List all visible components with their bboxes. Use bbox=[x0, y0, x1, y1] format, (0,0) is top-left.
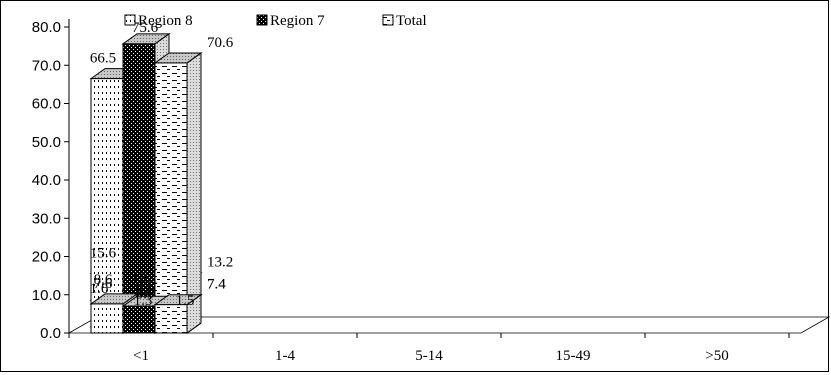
data-label-total: 7.4 bbox=[207, 277, 226, 293]
legend-label-total: Total bbox=[396, 13, 427, 29]
data-label-region-7: 1.3 bbox=[134, 293, 153, 309]
bar-front-face bbox=[122, 43, 156, 334]
y-tick-label: 40.0 bbox=[32, 172, 61, 189]
bar-front-face bbox=[90, 78, 124, 334]
x-tick-label: <1 bbox=[133, 348, 149, 364]
y-tick-label: 50.0 bbox=[32, 134, 61, 151]
legend-swatch-region-8 bbox=[124, 14, 136, 26]
legend: Region 8 Region 7 Total bbox=[124, 13, 427, 29]
legend-swatch-total bbox=[382, 14, 394, 26]
legend-label-region-7: Region 7 bbox=[270, 13, 325, 29]
legend-item-region-7: Region 7 bbox=[256, 13, 325, 29]
bar-total bbox=[153, 293, 203, 334]
bar-front-face bbox=[90, 303, 124, 334]
y-tick-label: 0.0 bbox=[40, 325, 61, 342]
legend-item-total: Total bbox=[382, 13, 427, 29]
data-label-total: 1.5 bbox=[176, 293, 195, 309]
axes-group: 0.0 10.0 20.0 30.0 40.0 50.0 60.0 70.0 80.0 <1 1-4… bbox=[32, 19, 831, 364]
data-label-region-8: 7.6 bbox=[94, 276, 113, 292]
data-label-region-8: 15.6 bbox=[90, 245, 117, 261]
bars-group bbox=[89, 32, 203, 334]
y-tick-label: 30.0 bbox=[32, 210, 61, 227]
y-tick-label: 70.0 bbox=[32, 57, 61, 74]
legend-label-region-8: Region 8 bbox=[138, 13, 193, 29]
legend-swatch-region-7 bbox=[256, 14, 268, 26]
legend-item-region-8: Region 8 bbox=[124, 13, 193, 29]
bar-front-face bbox=[154, 304, 188, 334]
data-label-region-7: 75.6 bbox=[132, 20, 159, 36]
data-label-total: 7.4 bbox=[207, 277, 226, 293]
data-label-region-7: 5.9 bbox=[136, 286, 155, 302]
data-label-region-8: 1.6 bbox=[90, 281, 109, 297]
x-tick-label: 5-14 bbox=[415, 348, 443, 364]
bar-front-face bbox=[122, 305, 156, 334]
data-label-region-7: 10.1 bbox=[132, 270, 158, 286]
bar-region-7 bbox=[121, 295, 171, 334]
y-tick-label: 80.0 bbox=[32, 19, 61, 36]
bar-side-face bbox=[186, 51, 202, 334]
bar-front-face bbox=[154, 62, 188, 334]
data-labels-group: 1.6 1.3 1.5 8.6 5.9 7.4 15.6 10.1 13.2 66.5 75.6 70… bbox=[90, 20, 234, 309]
data-label-total: 70.6 bbox=[207, 35, 234, 51]
y-tick-label: 60.0 bbox=[32, 96, 61, 113]
x-tick-label: 1-4 bbox=[275, 348, 295, 364]
data-label-region-8: 8.6 bbox=[94, 272, 113, 288]
floor-plane bbox=[67, 316, 831, 334]
data-label-region-7: 7.0 bbox=[136, 282, 155, 298]
y-tick-label: 10.0 bbox=[32, 287, 61, 304]
data-label-region-8: 66.5 bbox=[90, 51, 116, 67]
bar-total bbox=[153, 51, 203, 334]
data-label-total: 13.2 bbox=[207, 255, 233, 271]
x-tick-label: >50 bbox=[705, 348, 728, 364]
x-tick-label: 15-49 bbox=[556, 348, 591, 364]
y-tick-label: 20.0 bbox=[32, 249, 61, 266]
